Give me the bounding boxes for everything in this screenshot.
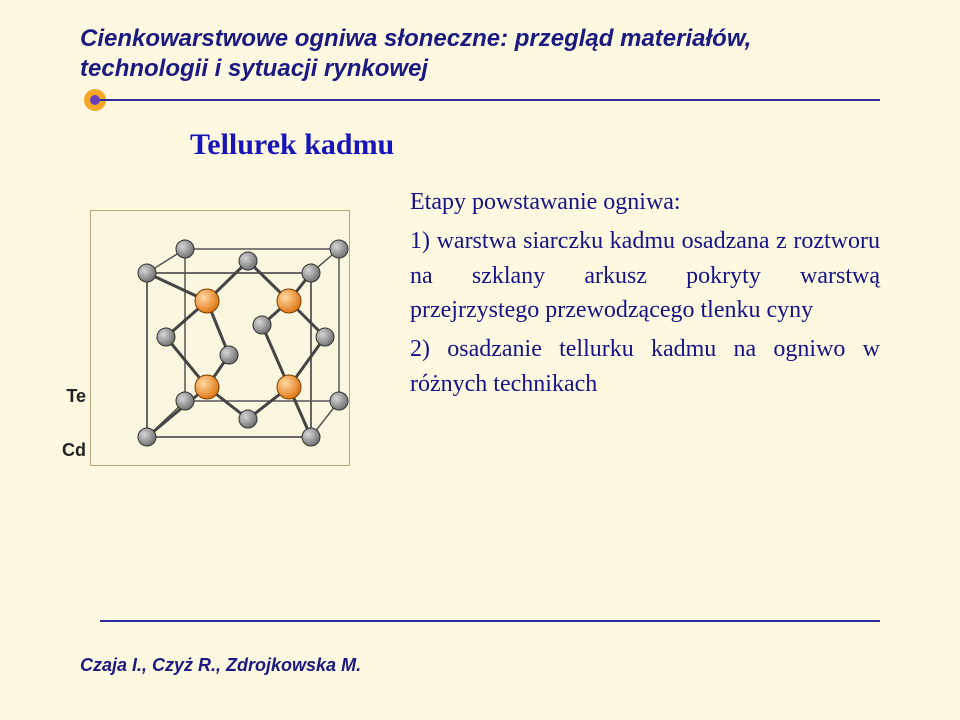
slide: Cienkowarstwowe ogniwa słoneczne: przegl… xyxy=(0,0,960,720)
atom-label-te: Te xyxy=(52,386,86,407)
body-intro: Etapy powstawanie ogniwa: xyxy=(410,185,880,220)
header-divider xyxy=(100,99,880,101)
atom-label-cd: Cd xyxy=(52,440,86,461)
slide-header: Cienkowarstwowe ogniwa słoneczne: przegl… xyxy=(80,24,880,84)
body-item-2: 2) osadzanie tellurku kadmu na ogniwo w … xyxy=(410,332,880,402)
body-text: Etapy powstawanie ogniwa: 1) warstwa sia… xyxy=(410,185,880,402)
slide-title: Cienkowarstwowe ogniwa słoneczne: przegl… xyxy=(80,24,880,84)
crystal-svg xyxy=(91,211,351,467)
footer-divider xyxy=(100,620,880,622)
body-item-1: 1) warstwa siarczku kadmu osadzana z roz… xyxy=(410,224,880,328)
slide-footer: Czaja I., Czyż R., Zdrojkowska M. xyxy=(80,655,361,676)
section-title: Tellurek kadmu xyxy=(190,128,394,162)
crystal-structure-svg-wrap xyxy=(90,210,350,466)
crystal-structure-diagram: Te Cd xyxy=(90,210,350,466)
